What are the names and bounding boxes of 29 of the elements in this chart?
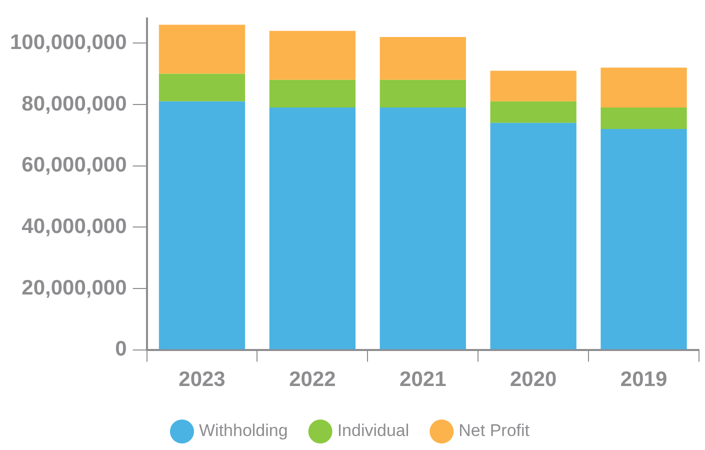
- x-tick-label: 2019: [620, 368, 668, 392]
- bar: [600, 68, 687, 108]
- bar: [269, 108, 356, 350]
- bar: [158, 24, 246, 74]
- bar: [269, 80, 356, 108]
- bar: [600, 129, 687, 350]
- bar: [380, 108, 466, 350]
- x-tick-label: 2022: [289, 368, 336, 392]
- x-tick-label: 2023: [178, 368, 226, 392]
- y-tick-label: 80,000,000: [22, 92, 127, 116]
- bar: [269, 30, 356, 80]
- y-tick-label: 40,000,000: [22, 214, 127, 238]
- bar: [158, 74, 246, 102]
- bar: [158, 101, 246, 350]
- x-tick-label: 2020: [510, 368, 557, 392]
- bar: [490, 101, 576, 123]
- y-tick-label: 20,000,000: [22, 276, 127, 300]
- bar: [380, 37, 466, 80]
- y-tick-label: 100,000,000: [10, 30, 127, 54]
- bar: [490, 122, 576, 350]
- legend-label: Individual: [337, 421, 410, 440]
- y-tick-label: 60,000,000: [22, 154, 127, 177]
- legend-label: Withholding: [198, 421, 288, 440]
- bar: [490, 70, 576, 102]
- bar: [600, 108, 687, 129]
- x-tick-label: 2021: [400, 368, 447, 392]
- legend-label: Net Profit: [458, 421, 530, 440]
- bar: [380, 80, 466, 108]
- y-tick-label: 0: [115, 338, 127, 361]
